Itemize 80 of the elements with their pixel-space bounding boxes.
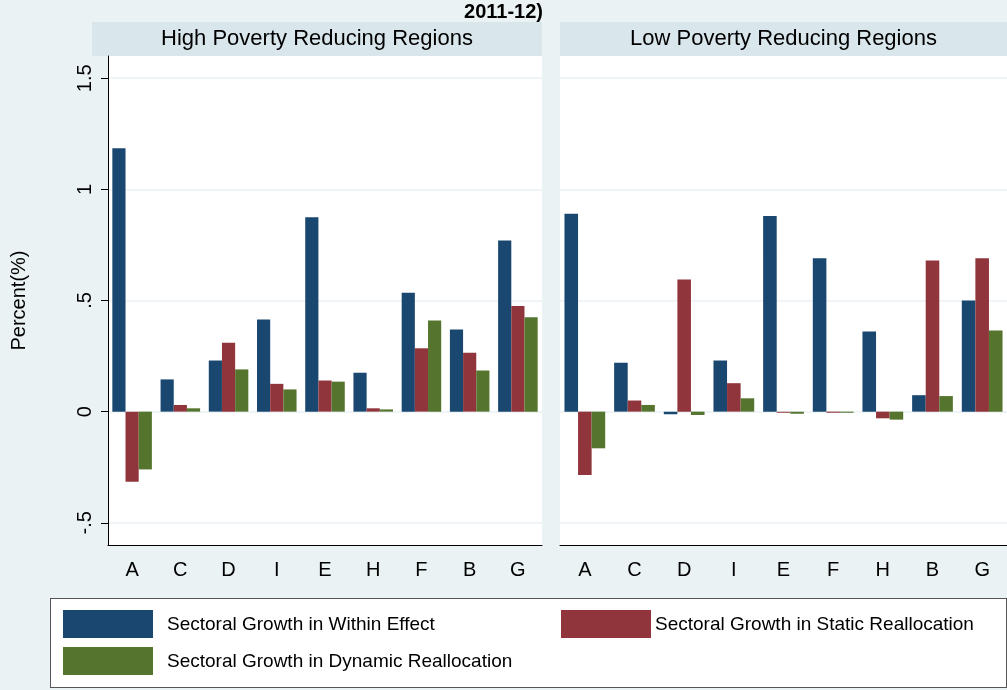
x-tick-label: A — [125, 558, 140, 580]
bar — [988, 330, 1003, 412]
y-axis-title: Percent(%) — [7, 250, 29, 351]
bar — [305, 217, 319, 412]
bar — [112, 148, 126, 412]
bar — [366, 408, 380, 412]
bar — [763, 216, 777, 412]
bar — [627, 400, 642, 412]
bar — [331, 381, 345, 412]
bar — [318, 380, 332, 412]
bar — [428, 320, 442, 412]
x-tick-label: G — [974, 558, 990, 580]
x-tick-label: F — [827, 558, 840, 580]
bar — [524, 317, 538, 412]
bar — [235, 369, 249, 412]
bar — [138, 411, 152, 470]
y-tick-label: 0 — [73, 406, 95, 418]
bar — [270, 383, 284, 412]
x-tick-label: H — [366, 558, 381, 580]
chart-title: Low Poverty Reducing Regions — [560, 22, 1007, 56]
bar — [160, 379, 174, 412]
legend-label: Sectoral Growth in Within Effect — [167, 613, 435, 635]
chart-title: High Poverty Reducing Regions — [92, 22, 542, 56]
bar — [727, 383, 741, 412]
bar — [713, 360, 728, 412]
bar — [862, 331, 877, 412]
bar — [912, 395, 926, 412]
bar — [476, 370, 490, 412]
bar — [498, 240, 512, 412]
bar — [591, 411, 606, 449]
legend-label: Sectoral Growth in Static Reallocation — [655, 613, 974, 635]
bar — [564, 213, 579, 412]
x-tick-label: C — [627, 558, 642, 580]
x-tick-label: G — [510, 558, 526, 580]
y-tick-label: 1.5 — [73, 64, 95, 93]
x-tick-label: A — [578, 558, 593, 580]
bar — [889, 411, 904, 420]
bar — [208, 360, 222, 412]
x-tick-label: B — [462, 558, 477, 580]
bar — [961, 300, 976, 412]
bar — [876, 411, 890, 419]
bar — [257, 319, 271, 412]
legend-label: Sectoral Growth in Dynamic Reallocation — [167, 650, 513, 672]
x-tick-label: E — [776, 558, 791, 580]
y-tick-label: -.5 — [73, 511, 95, 535]
bar — [173, 404, 187, 412]
bar — [790, 411, 804, 414]
bar — [353, 372, 367, 412]
y-tick-label: 1 — [73, 183, 95, 195]
bar — [614, 362, 628, 412]
bar — [379, 409, 393, 412]
x-tick-label: I — [731, 558, 737, 580]
x-tick-label: D — [221, 558, 236, 580]
bar — [463, 352, 477, 412]
y-tick-label: .5 — [73, 292, 95, 309]
x-tick-label: D — [676, 558, 692, 580]
bar — [812, 258, 827, 412]
text: 2011-12) — [463, 0, 544, 22]
x-tick-label: B — [925, 558, 940, 580]
x-tick-label: F — [415, 558, 428, 580]
bar — [925, 260, 940, 412]
bar — [578, 411, 592, 475]
bar — [939, 396, 953, 412]
bar — [283, 389, 297, 412]
x-tick-label: H — [875, 558, 891, 580]
bar — [401, 292, 415, 412]
bar — [221, 342, 236, 412]
bar — [186, 408, 201, 412]
bar — [740, 398, 755, 412]
bar — [125, 411, 139, 482]
bar — [677, 279, 691, 412]
x-tick-label: C — [173, 558, 188, 580]
bar — [975, 258, 989, 412]
bar — [690, 411, 705, 415]
bar — [641, 404, 655, 412]
x-tick-label: I — [274, 558, 280, 580]
x-tick-label: E — [318, 558, 332, 580]
bar — [414, 348, 429, 412]
bar — [449, 329, 464, 412]
bar — [511, 306, 525, 412]
